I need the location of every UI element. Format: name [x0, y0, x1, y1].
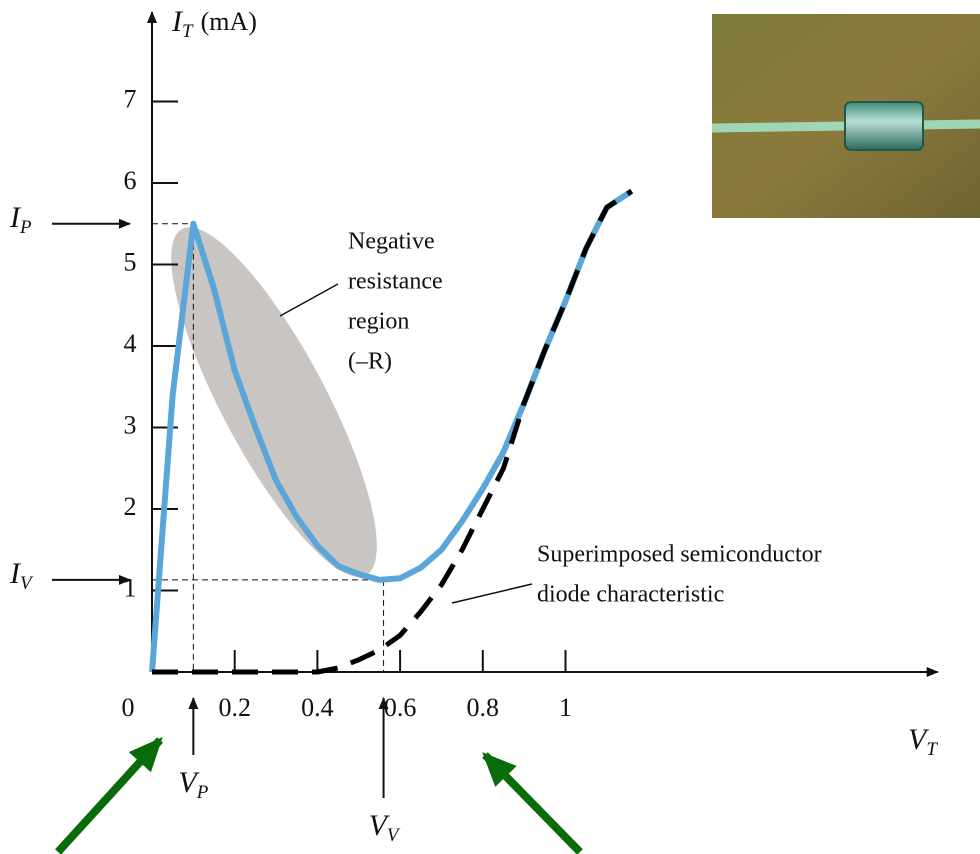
annotation: diode characteristic — [537, 582, 724, 608]
subscript: P — [19, 217, 32, 238]
subscript: V — [20, 573, 34, 594]
x-tick-label: 0.2 — [218, 693, 251, 722]
leader — [279, 283, 339, 317]
y-tick-label: 4 — [124, 329, 137, 358]
unit: (mA) — [201, 7, 257, 36]
symbol-label: IT (mA) — [171, 5, 257, 42]
y-tick-label: 3 — [124, 410, 137, 439]
symbol: V — [178, 766, 200, 799]
y-tick-label: 2 — [124, 492, 137, 521]
subscript: P — [196, 782, 209, 803]
symbol: I — [9, 557, 22, 590]
dashed-line — [152, 189, 634, 675]
line — [149, 188, 634, 673]
pointer-arrow — [55, 737, 163, 854]
y-tick-label: 6 — [124, 166, 137, 195]
pointer-arrow — [482, 752, 583, 854]
leader — [451, 583, 533, 604]
x-tick-label: 0 — [122, 693, 135, 722]
y-tick-label: 1 — [124, 573, 137, 602]
symbol-label: IP — [9, 201, 32, 238]
symbol: V — [908, 723, 930, 756]
subscript: T — [926, 739, 938, 760]
annotation: Superimposed semiconductor — [537, 542, 822, 568]
annotation: Negative — [348, 229, 435, 255]
photo — [711, 14, 980, 218]
annotation: resistance — [348, 269, 443, 295]
x-tick-label: 1 — [559, 693, 572, 722]
annotation: region — [348, 309, 409, 335]
symbol: I — [9, 201, 22, 234]
symbol-label: VP — [178, 766, 208, 803]
symbol: I — [171, 5, 184, 38]
x-tick-label: 0.6 — [384, 693, 417, 722]
annotation: (–R) — [348, 349, 392, 375]
x-tick-label: 0.4 — [301, 693, 334, 722]
symbol-label: VV — [369, 809, 401, 846]
y-tick-label: 5 — [124, 247, 137, 276]
x-tick-label: 0.8 — [467, 693, 500, 722]
subscript: T — [182, 21, 194, 42]
subscript: V — [387, 825, 401, 846]
symbol-label: IV — [9, 557, 34, 594]
symbol: V — [369, 809, 391, 842]
y-tick-label: 7 — [124, 84, 137, 113]
symbol-label: VT — [908, 723, 938, 760]
